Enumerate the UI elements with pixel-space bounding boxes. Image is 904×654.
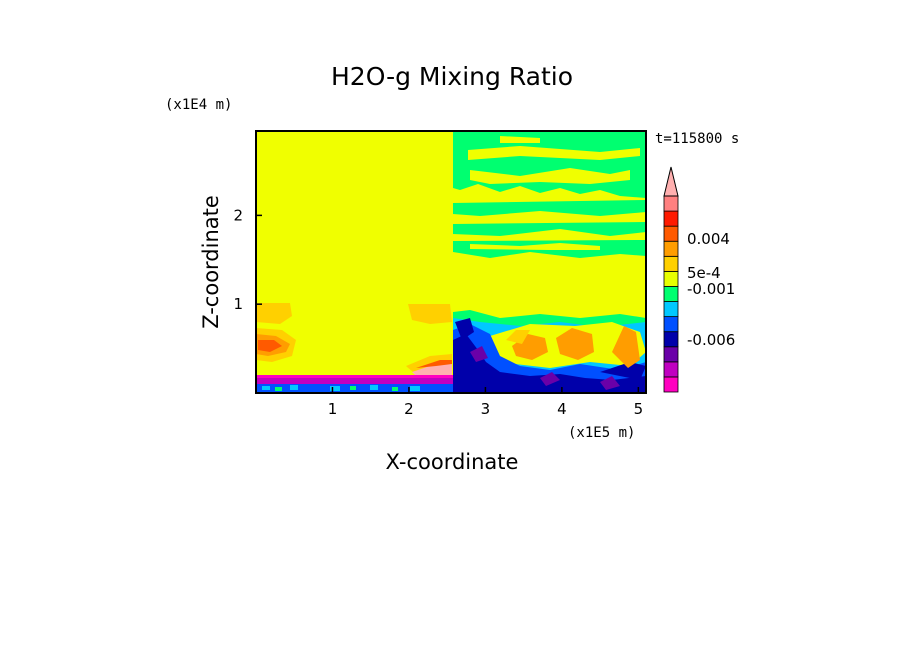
region-left-orange-lobe (256, 303, 292, 324)
colorbar-swatch (663, 361, 679, 378)
colorbar-swatch (663, 195, 679, 212)
colorbar-extend-arrow (663, 166, 679, 197)
plot-frame (255, 130, 647, 394)
region-band-yellow-gap (470, 243, 600, 250)
colorbar-swatch (663, 301, 679, 318)
colorbar-swatch (663, 210, 679, 227)
colorbar-label-2: -0.001 (687, 280, 735, 298)
x-tick-label: 5 (634, 400, 644, 418)
x-tick-label: 1 (328, 400, 338, 418)
colorbar-label-0: 0.004 (687, 230, 730, 248)
colorbar-swatch (663, 270, 679, 287)
y-tick-label: 2 (233, 206, 243, 224)
region-upper-yellow-streaks (468, 136, 640, 184)
y-axis-unit: (x1E4 m) (165, 97, 232, 113)
y-tick-label: 1 (233, 295, 243, 313)
colorbar-swatch (663, 225, 679, 242)
region-surface-purple (256, 378, 453, 384)
x-tick-label: 4 (557, 400, 567, 418)
colorbar-swatch (663, 316, 679, 333)
colorbar-swatch (663, 331, 679, 348)
region-lower-darkblue (453, 334, 646, 393)
colorbar (663, 195, 679, 393)
chart-title: H2O-g Mixing Ratio (331, 62, 573, 91)
colorbar-swatch (663, 376, 679, 393)
colorbar-label-1: 5e-4 (687, 264, 721, 282)
region-right-column-red (416, 360, 452, 368)
x-axis-ticks: 1 2 3 4 5 (328, 387, 643, 418)
region-orange-blob-2 (556, 328, 594, 360)
heatmap-field (256, 131, 646, 393)
region-band-green-2 (453, 222, 646, 236)
y-axis-ticks: 12 (233, 206, 262, 313)
region-lower-darkblue-blobs (455, 318, 646, 380)
time-label: t=115800 s (655, 131, 739, 147)
y-axis-label: Z-coordinate (199, 195, 223, 329)
region-right-column-warm (408, 304, 452, 324)
region-yellow-blob-1 (506, 330, 530, 344)
region-band-green-1 (453, 200, 646, 216)
region-purple-spots (470, 346, 620, 390)
colorbar-swatch (663, 240, 679, 257)
region-surface-cyan-flecks (262, 385, 420, 391)
x-axis-label: X-coordinate (386, 450, 519, 474)
colorbar-swatch (663, 255, 679, 272)
colorbar-swatch (663, 286, 679, 302)
x-tick-label: 3 (481, 400, 491, 418)
x-axis-unit: (x1E5 m) (568, 425, 635, 441)
x-tick-label: 2 (404, 400, 414, 418)
colorbar-swatch (663, 346, 679, 363)
region-left-peak-core (258, 340, 282, 352)
region-orange-blob-3 (612, 326, 640, 368)
colorbar-label-3: -0.006 (687, 331, 735, 349)
